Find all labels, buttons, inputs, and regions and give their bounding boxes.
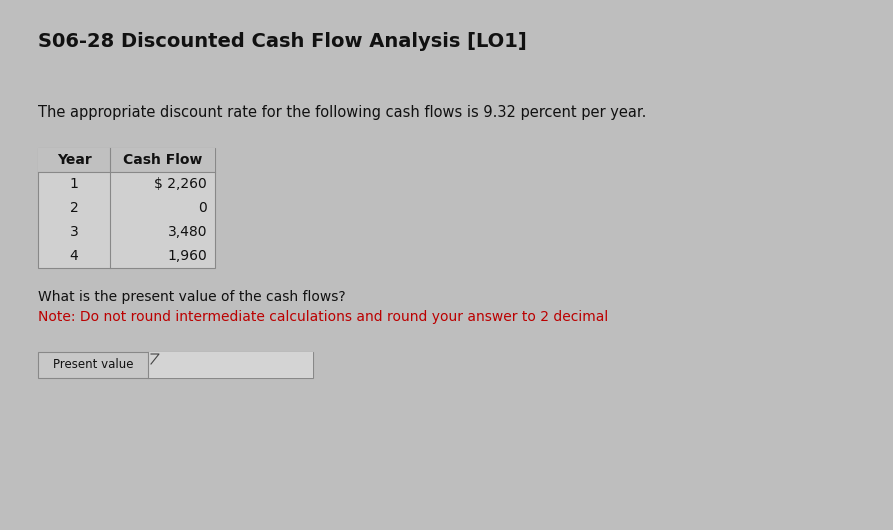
FancyBboxPatch shape: [38, 352, 313, 378]
Text: Year: Year: [56, 153, 91, 167]
Text: 3: 3: [70, 225, 79, 239]
Text: 1: 1: [70, 177, 79, 191]
Text: S06-28 Discounted Cash Flow Analysis [LO1]: S06-28 Discounted Cash Flow Analysis [LO…: [38, 32, 527, 51]
Text: 2: 2: [70, 201, 79, 215]
Text: What is the present value of the cash flows?: What is the present value of the cash fl…: [38, 290, 346, 304]
Text: $ 2,260: $ 2,260: [154, 177, 207, 191]
Text: Present value: Present value: [53, 358, 133, 372]
Text: The appropriate discount rate for the following cash flows is 9.32 percent per y: The appropriate discount rate for the fo…: [38, 105, 647, 120]
FancyBboxPatch shape: [148, 352, 313, 378]
Text: 3,480: 3,480: [168, 225, 207, 239]
Text: 0: 0: [198, 201, 207, 215]
Text: 1,960: 1,960: [167, 249, 207, 263]
Text: Note: Do not round intermediate calculations and round your answer to 2 decimal: Note: Do not round intermediate calculat…: [38, 310, 608, 324]
FancyBboxPatch shape: [38, 148, 215, 172]
FancyBboxPatch shape: [38, 148, 215, 268]
Text: Cash Flow: Cash Flow: [123, 153, 202, 167]
Text: 4: 4: [70, 249, 79, 263]
